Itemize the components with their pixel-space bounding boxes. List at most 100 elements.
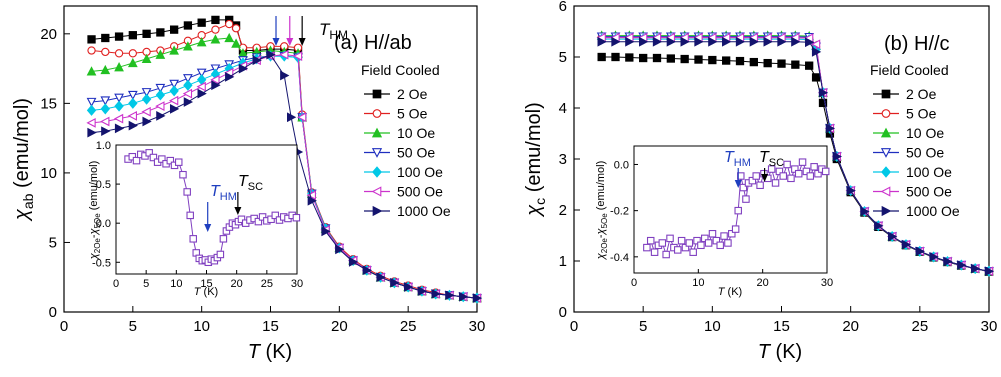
data-point	[225, 19, 234, 29]
legend-label: 500 Oe	[906, 184, 952, 200]
legend-title-b: Field Cooled	[870, 62, 949, 78]
inset-x-label-a: T (K)	[194, 286, 218, 298]
data-point	[169, 79, 180, 90]
x-tick-label: 20	[757, 277, 769, 289]
data-point	[141, 106, 151, 117]
data-point	[297, 112, 307, 123]
data-point	[211, 80, 221, 91]
data-point	[735, 56, 745, 66]
data-point	[846, 185, 856, 196]
data-point	[708, 36, 718, 47]
data-point	[735, 36, 746, 47]
data-point	[722, 36, 732, 47]
data-point	[731, 225, 740, 233]
data-point	[763, 58, 772, 68]
data-point	[639, 36, 649, 47]
data-point	[666, 36, 676, 47]
legend-label: 1000 Oe	[397, 203, 451, 219]
data-point	[254, 217, 263, 226]
x-axis-label-a: T (K)	[248, 341, 292, 363]
data-point	[196, 68, 207, 78]
data-point	[141, 88, 152, 98]
data-point	[132, 156, 141, 165]
inset-tsc-label-b: TSC	[759, 149, 784, 169]
inset-y-label-a: χ2Oe-χ5Oe (emu/mol)	[88, 161, 102, 261]
data-point	[182, 88, 193, 99]
data-point	[818, 98, 828, 108]
data-point	[708, 55, 717, 65]
data-point	[128, 120, 138, 131]
data-point	[680, 36, 690, 47]
data-point	[141, 93, 152, 105]
data-point	[832, 151, 842, 162]
panel-label-a: (a) H//ab	[334, 32, 412, 54]
data-point	[292, 51, 303, 61]
annotation-thm-a: THM	[319, 20, 348, 42]
data-point	[128, 49, 137, 58]
data-point	[141, 53, 152, 64]
data-point	[825, 123, 836, 134]
data-point	[348, 257, 359, 267]
legend-marker	[371, 148, 383, 158]
data-point	[662, 250, 670, 259]
data-point	[127, 90, 138, 101]
data-point	[777, 59, 786, 68]
data-point	[87, 46, 96, 55]
data-point	[174, 158, 183, 166]
x-tick-label: 30	[981, 318, 998, 335]
x-tick-label: 15	[200, 278, 212, 290]
data-point	[155, 83, 166, 94]
data-point	[749, 57, 758, 67]
data-point	[763, 36, 773, 47]
data-point	[128, 31, 137, 40]
data-point	[779, 172, 788, 180]
y-axis-label-b: χc (emu/mol)	[523, 102, 548, 218]
data-point	[689, 248, 697, 256]
data-point	[267, 215, 275, 224]
data-point	[376, 272, 386, 283]
y-tick-label: 5	[559, 49, 567, 66]
inset-arrow-tsc-head	[234, 207, 242, 215]
legend-label: 10 Oe	[906, 125, 944, 141]
data-point	[806, 172, 815, 180]
data-point	[183, 41, 193, 51]
legend-marker	[881, 89, 891, 99]
data-point	[742, 195, 750, 203]
data-point	[722, 56, 731, 65]
data-point	[224, 32, 235, 43]
data-point	[211, 25, 220, 34]
data-point	[716, 241, 724, 250]
y-tick-label: 3	[559, 151, 567, 168]
y-tick-label: 2	[559, 202, 567, 219]
data-point	[169, 25, 179, 34]
legend-b: 2 Oe 5 Oe 10 Oe 50 Oe 100 Oe 500 Oe 1000 Oe	[873, 86, 960, 219]
data-point	[87, 35, 96, 44]
data-point	[321, 226, 331, 237]
y-tick-label: 6	[559, 0, 567, 15]
data-point	[984, 266, 995, 277]
y-tick-label: 1	[559, 253, 567, 270]
data-point	[658, 239, 667, 247]
legend-label: 100 Oe	[906, 164, 952, 180]
data-point	[775, 167, 784, 176]
data-point	[210, 34, 221, 44]
legend-marker	[880, 148, 892, 158]
x-tick-label: 10	[704, 318, 721, 335]
data-point	[362, 265, 373, 276]
data-point	[704, 239, 713, 247]
data-point	[216, 250, 225, 259]
data-point	[791, 165, 799, 173]
inset-x-label-b: T (K)	[718, 286, 742, 298]
data-point	[127, 57, 138, 68]
data-point	[155, 101, 165, 112]
data-point	[814, 169, 822, 178]
inset-a: 0 5 10 15 20 25 30 -0.5 0.0 0.5 1.0 T (K) χ2Oe-χ5O…	[88, 140, 303, 298]
data-point	[252, 55, 262, 66]
data-point	[183, 74, 193, 84]
data-point	[777, 36, 787, 47]
data-point	[258, 213, 267, 221]
data-point	[694, 55, 703, 64]
data-point	[183, 21, 193, 30]
y-tick-label: -0.5	[92, 257, 111, 269]
data-point	[860, 206, 870, 217]
